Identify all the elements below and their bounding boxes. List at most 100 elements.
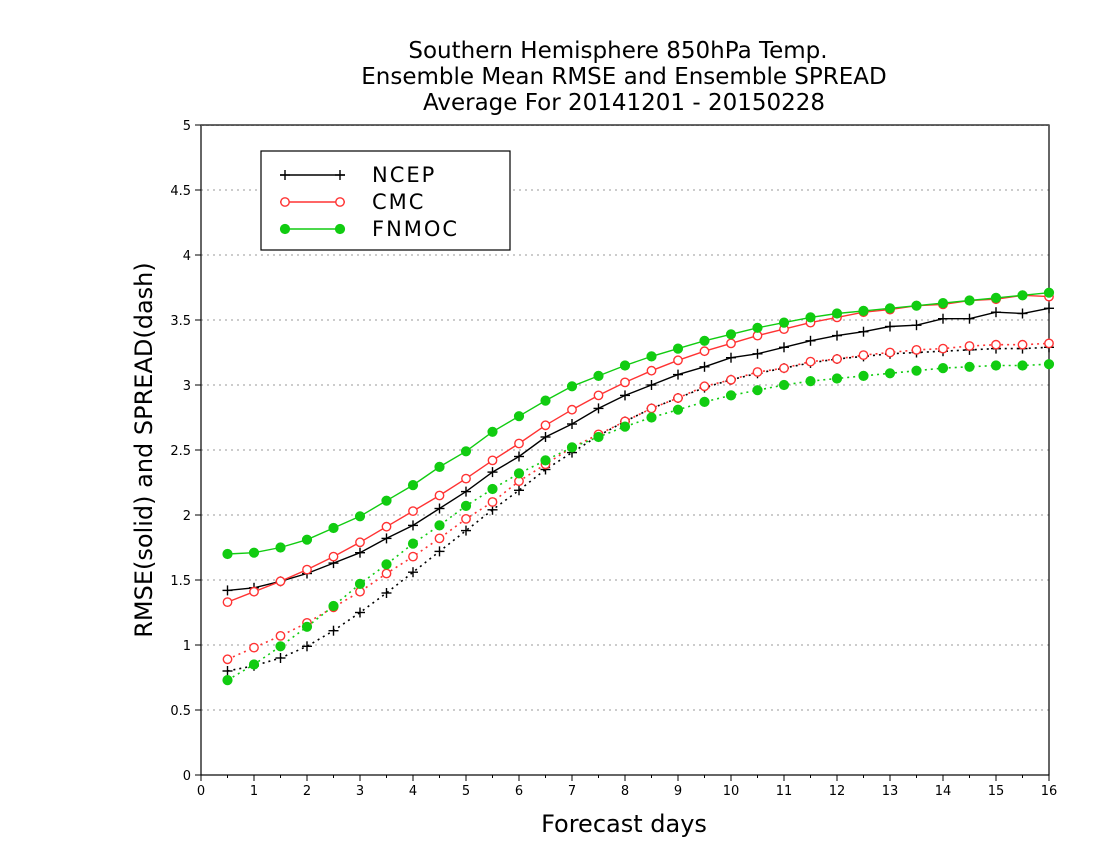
filled-circle-marker bbox=[937, 298, 949, 309]
open-circle-marker bbox=[222, 597, 233, 607]
open-circle-marker bbox=[381, 568, 392, 579]
filled-circle-marker bbox=[513, 411, 525, 422]
filled-circle-marker bbox=[328, 600, 339, 612]
open-circle-marker bbox=[726, 338, 736, 349]
filled-circle-marker bbox=[301, 534, 313, 545]
filled-circle-marker bbox=[725, 390, 737, 401]
plus-marker bbox=[381, 533, 392, 544]
plus-marker bbox=[434, 503, 445, 514]
axes: 00.511.522.533.544.550 1 2 3 4 5 6 7 8 9 10 11 12 13 1… bbox=[170, 119, 1057, 799]
plus-marker bbox=[779, 342, 789, 353]
filled-circle-marker bbox=[328, 522, 339, 534]
plus-marker bbox=[620, 390, 630, 401]
filled-circle-marker bbox=[487, 483, 498, 495]
x-tick-label: 13 bbox=[882, 784, 899, 799]
y-tick-label: 5 bbox=[183, 119, 191, 134]
filled-circle-marker bbox=[248, 659, 260, 670]
series-cmc bbox=[222, 290, 1054, 665]
filled-circle-marker bbox=[778, 379, 790, 391]
y-axis-label: RMSE(solid) and SPREAD(dash) bbox=[130, 262, 158, 638]
filled-circle-marker bbox=[275, 641, 286, 652]
open-circle-marker bbox=[620, 377, 630, 388]
plus-marker bbox=[222, 585, 233, 596]
plus-marker bbox=[381, 588, 392, 598]
y-tick-label: 3.5 bbox=[170, 314, 191, 329]
x-tick-label: 14 bbox=[935, 784, 952, 799]
plus-marker bbox=[514, 451, 524, 462]
x-tick-label: 6 bbox=[515, 784, 523, 799]
series-layer bbox=[222, 287, 1055, 686]
open-circle-marker bbox=[779, 363, 789, 373]
filled-circle-marker bbox=[487, 426, 498, 437]
filled-circle-marker bbox=[513, 468, 525, 479]
plus-marker bbox=[355, 547, 365, 558]
y-tick-label: 0.5 bbox=[170, 704, 191, 719]
filled-circle-marker bbox=[354, 511, 366, 522]
filled-circle-marker bbox=[990, 292, 1002, 303]
plus-marker bbox=[487, 467, 498, 478]
plus-marker bbox=[726, 352, 736, 363]
y-tick-label: 2 bbox=[183, 509, 191, 524]
plus-marker bbox=[911, 320, 922, 331]
filled-circle-marker bbox=[279, 223, 291, 235]
plus-marker bbox=[328, 625, 339, 636]
ncep-spread-line bbox=[227, 346, 1050, 672]
open-circle-marker bbox=[938, 343, 948, 354]
filled-circle-marker bbox=[593, 370, 604, 381]
filled-circle-marker bbox=[275, 542, 286, 553]
x-tick-label: 3 bbox=[356, 784, 364, 799]
plus-marker bbox=[673, 369, 683, 380]
x-axis-label: Forecast days bbox=[541, 810, 707, 838]
plus-marker bbox=[355, 607, 365, 618]
filled-circle-marker bbox=[990, 360, 1002, 371]
grid bbox=[201, 189, 1049, 711]
filled-circle-marker bbox=[619, 360, 631, 371]
open-circle-marker bbox=[280, 197, 290, 207]
x-tick-label: 2 bbox=[303, 784, 311, 799]
open-circle-marker bbox=[858, 350, 869, 360]
open-circle-marker bbox=[752, 367, 763, 377]
filled-circle-marker bbox=[884, 303, 896, 314]
filled-circle-marker bbox=[911, 300, 922, 311]
x-tick-label: 9 bbox=[674, 784, 682, 799]
fnmoc-spread-line bbox=[227, 363, 1050, 681]
open-circle-marker bbox=[222, 654, 233, 665]
legend-label-cmc: CMC bbox=[372, 190, 425, 214]
open-circle-marker bbox=[408, 506, 418, 516]
x-tick-label: 16 bbox=[1041, 784, 1058, 799]
plus-marker bbox=[408, 520, 418, 531]
filled-circle-marker bbox=[407, 538, 419, 549]
filled-circle-marker bbox=[566, 442, 578, 453]
open-circle-marker bbox=[355, 537, 365, 548]
series-ncep bbox=[222, 303, 1054, 676]
x-tick-label: 1 bbox=[250, 784, 258, 799]
filled-circle-marker bbox=[672, 404, 684, 415]
filled-circle-marker bbox=[248, 547, 260, 558]
plus-marker bbox=[408, 567, 418, 578]
x-tick-label: 4 bbox=[409, 784, 417, 799]
filled-circle-marker bbox=[725, 329, 737, 340]
filled-circle-marker bbox=[805, 312, 816, 323]
legend-label-fnmoc: FNMOC bbox=[372, 217, 459, 241]
plus-marker bbox=[991, 307, 1001, 318]
open-circle-marker bbox=[275, 576, 286, 587]
filled-circle-marker bbox=[540, 455, 551, 466]
filled-circle-marker bbox=[381, 495, 392, 506]
plus-marker bbox=[434, 546, 445, 557]
open-circle-marker bbox=[461, 473, 471, 484]
filled-circle-marker bbox=[434, 520, 445, 531]
filled-circle-marker bbox=[593, 431, 604, 443]
filled-circle-marker bbox=[672, 343, 684, 354]
plus-marker bbox=[805, 335, 816, 346]
plus-marker bbox=[646, 380, 657, 390]
filled-circle-marker bbox=[778, 317, 790, 328]
x-tick-label: 5 bbox=[462, 784, 470, 799]
open-circle-marker bbox=[408, 551, 418, 562]
filled-circle-marker bbox=[460, 500, 472, 511]
open-circle-marker bbox=[805, 356, 816, 367]
legend-box bbox=[260, 150, 511, 251]
filled-circle-marker bbox=[937, 363, 949, 374]
open-circle-marker bbox=[1044, 338, 1054, 349]
open-circle-marker bbox=[514, 438, 524, 449]
filled-circle-marker bbox=[964, 361, 975, 372]
